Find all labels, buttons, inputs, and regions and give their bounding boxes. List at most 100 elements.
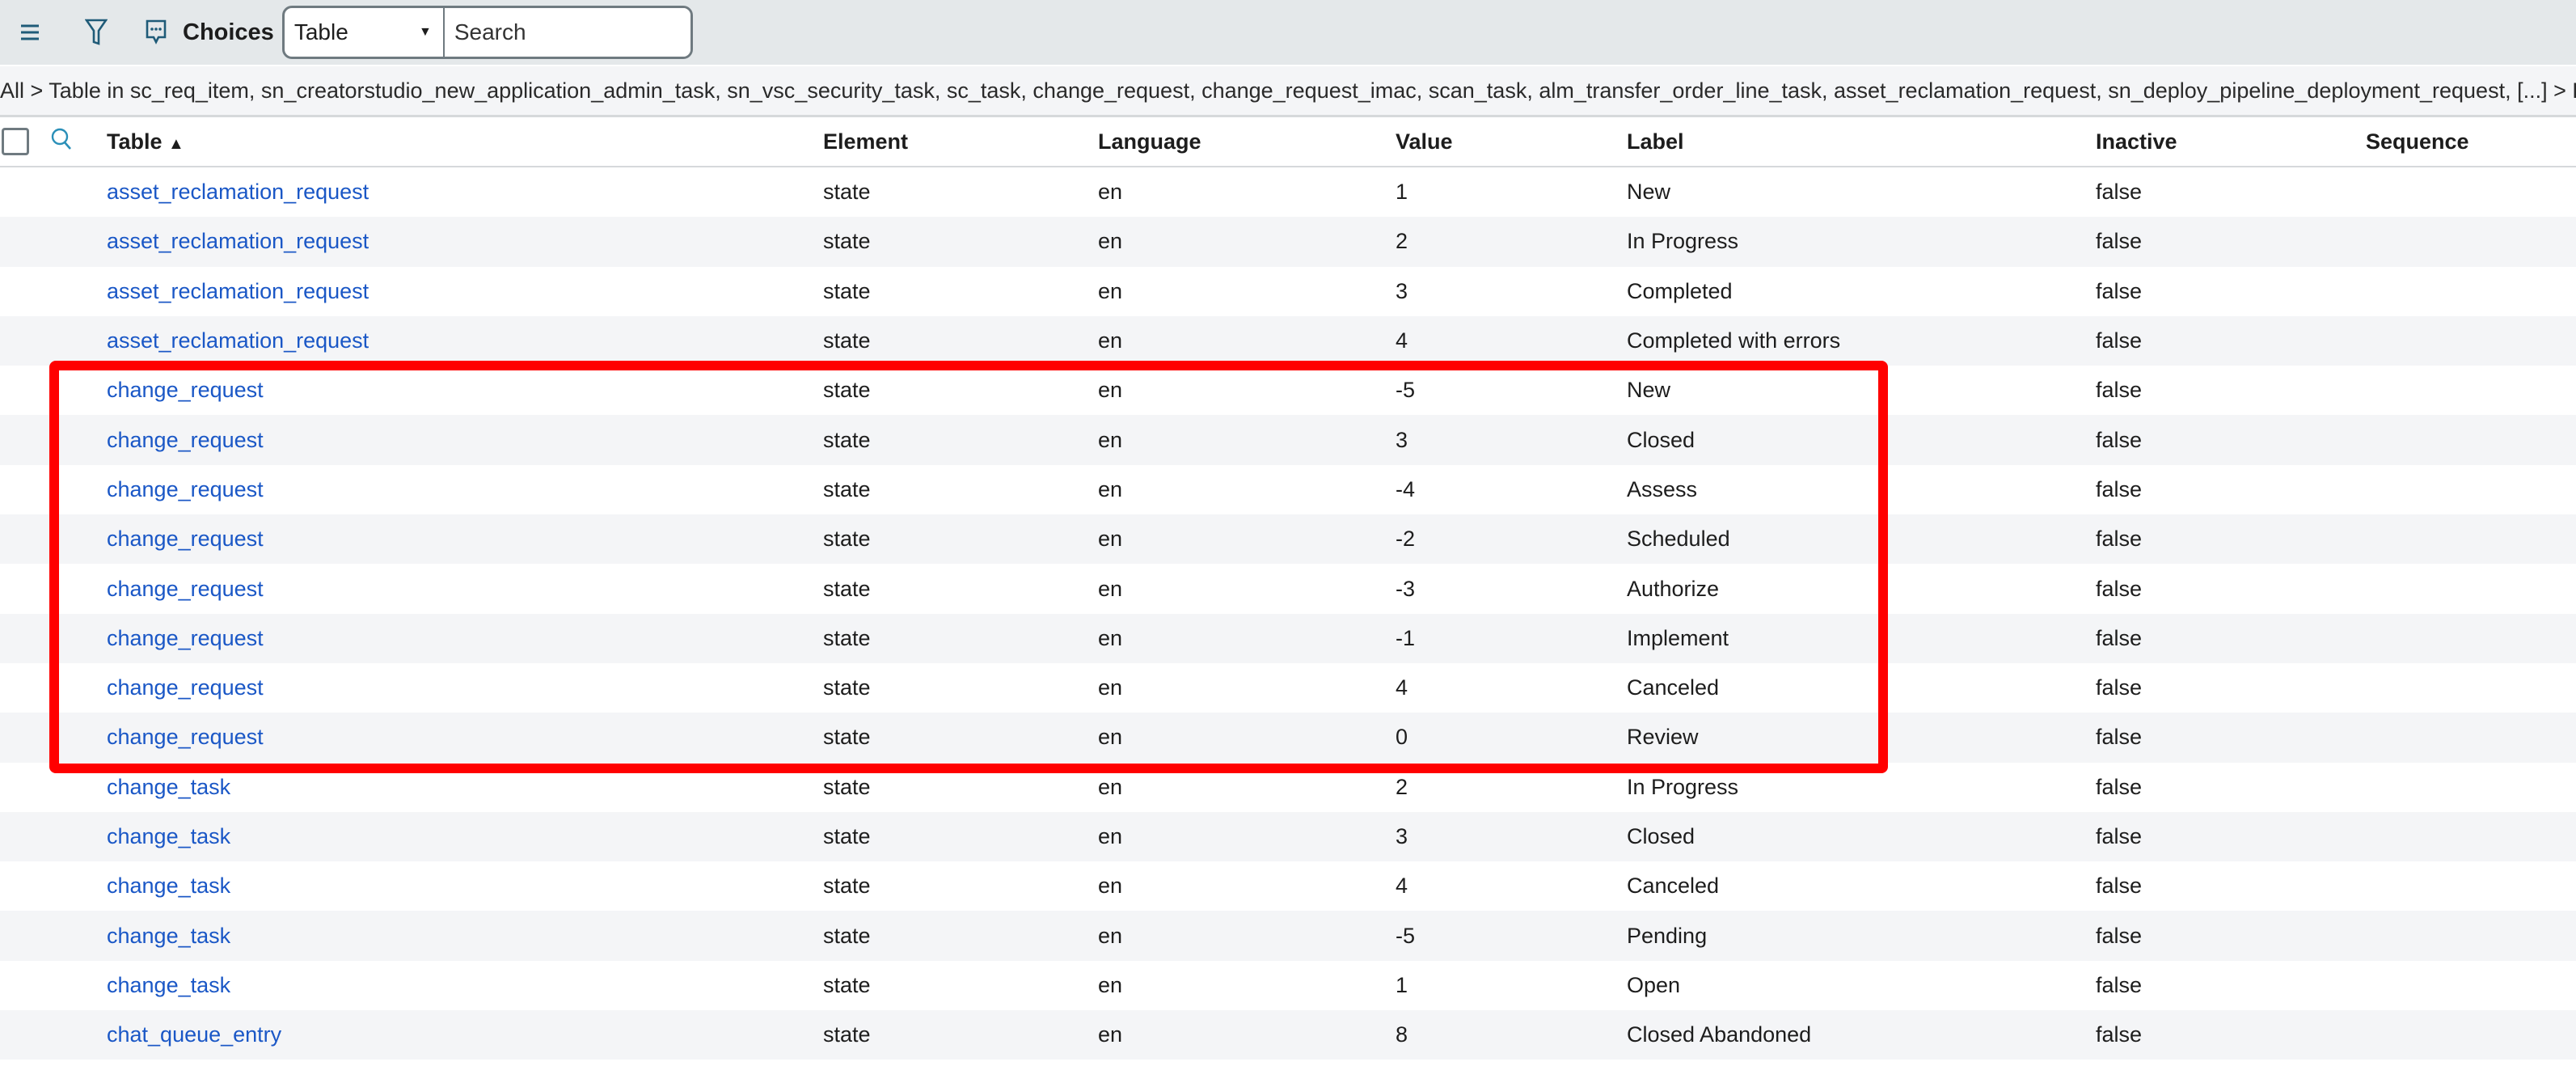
table-row[interactable]: change_task state en 3 Closed false xyxy=(0,811,2576,862)
table-link[interactable]: change_request xyxy=(107,527,264,552)
table-row[interactable]: change_request state en -1 Implement false xyxy=(0,613,2576,663)
chevron-down-icon: ▼ xyxy=(418,25,432,39)
cell-value: 2 xyxy=(1396,217,1627,267)
table-link[interactable]: change_request xyxy=(107,675,264,700)
cell-value: -2 xyxy=(1396,514,1627,565)
table-row[interactable]: asset_reclamation_request state en 1 New fals… xyxy=(0,167,2576,217)
table-link[interactable]: asset_reclamation_request xyxy=(107,229,370,254)
column-header-language[interactable]: Language xyxy=(1098,117,1396,167)
filter-icon[interactable] xyxy=(82,16,110,49)
search-field-select[interactable]: Table ▼ xyxy=(285,8,445,57)
cell-inactive: false xyxy=(2096,278,2143,303)
table-row[interactable]: change_task state en 1 Open false xyxy=(0,961,2576,1010)
cell-label: Review xyxy=(1627,713,2096,763)
select-all-checkbox[interactable] xyxy=(2,128,29,155)
table-link[interactable]: asset_reclamation_request xyxy=(107,278,370,303)
cell-language: en xyxy=(1098,476,1123,501)
cell-language: en xyxy=(1098,613,1396,663)
cell-element: state xyxy=(823,576,871,601)
search-field-value: Table xyxy=(293,19,348,44)
table-link[interactable]: change_task xyxy=(107,874,231,899)
search-input[interactable] xyxy=(444,8,690,57)
cell-inactive: false xyxy=(2096,811,2366,862)
breadcrumb-text[interactable]: All > Table in sc_req_item, sn_creatorst… xyxy=(0,78,2576,103)
cell-value: 3 xyxy=(1396,278,1408,303)
cell-inactive: false xyxy=(2096,774,2143,799)
choices-table: Table ▲ Element Language Value Label Ina… xyxy=(0,117,2576,1060)
cell-language: en xyxy=(1098,415,1396,465)
cell-language: en xyxy=(1098,972,1123,997)
table-link[interactable]: change_request xyxy=(107,576,264,601)
cell-inactive: false xyxy=(2096,1010,2366,1060)
table-link[interactable]: change_request xyxy=(107,625,264,650)
table-row[interactable]: change_request state en 4 Canceled false xyxy=(0,663,2576,713)
cell-value: 1 xyxy=(1396,180,1408,205)
cell-value: -1 xyxy=(1396,613,1627,663)
menu-icon[interactable] xyxy=(16,19,44,46)
cell-language: en xyxy=(1098,576,1123,601)
table-row[interactable]: change_request state en -3 Authorize false xyxy=(0,564,2576,613)
column-header-inactive[interactable]: Inactive xyxy=(2096,117,2366,167)
cell-language: en xyxy=(1098,675,1123,700)
cell-label: Pending xyxy=(1627,911,2096,961)
table-link[interactable]: change_task xyxy=(107,774,231,799)
table-link[interactable]: asset_reclamation_request xyxy=(107,328,370,353)
table-row[interactable]: change_task state en 2 In Progress false xyxy=(0,763,2576,812)
table-link[interactable]: change_request xyxy=(107,378,264,403)
table-link[interactable]: asset_reclamation_request xyxy=(107,180,370,205)
cell-element: state xyxy=(823,874,871,899)
table-row[interactable]: change_request state en 0 Review false xyxy=(0,713,2576,763)
table-row[interactable]: change_request state en -5 New false xyxy=(0,366,2576,415)
table-row[interactable]: asset_reclamation_request state en 3 Complet… xyxy=(0,267,2576,316)
table-link[interactable]: chat_queue_entry xyxy=(107,1022,282,1047)
table-row[interactable]: chat_queue_entry state en 8 Closed Abandoned… xyxy=(0,1010,2576,1060)
table-link[interactable]: change_task xyxy=(107,923,231,948)
table-link[interactable]: change_request xyxy=(107,427,264,452)
cell-label: Closed Abandoned xyxy=(1627,1010,2096,1060)
cell-value: 4 xyxy=(1396,315,1627,366)
table-link[interactable]: change_request xyxy=(107,725,264,750)
cell-inactive: false xyxy=(2096,217,2366,267)
cell-element: state xyxy=(823,476,871,501)
cell-value: 2 xyxy=(1396,774,1408,799)
cell-language: en xyxy=(1098,811,1396,862)
cell-sequence xyxy=(2366,1010,2576,1060)
table-row[interactable]: change_task state en 4 Canceled false xyxy=(0,861,2576,911)
breadcrumb[interactable]: All > Table in sc_req_item, sn_creatorst… xyxy=(0,66,2576,117)
column-header-sequence[interactable]: Sequence xyxy=(2366,117,2576,167)
cell-language: en xyxy=(1098,911,1396,961)
cell-element: state xyxy=(823,972,871,997)
cell-sequence xyxy=(2366,861,2576,911)
table-link[interactable]: change_request xyxy=(107,476,264,501)
table-row[interactable]: asset_reclamation_request state en 4 Complet… xyxy=(0,315,2576,366)
column-header-value[interactable]: Value xyxy=(1396,117,1627,167)
search-icon[interactable] xyxy=(50,127,73,157)
table-row[interactable]: change_request state en -4 Assess false xyxy=(0,465,2576,514)
chat-icon[interactable] xyxy=(142,16,170,49)
cell-label: Completed with errors xyxy=(1627,315,2096,366)
cell-inactive: false xyxy=(2096,972,2143,997)
cell-language: en xyxy=(1098,378,1123,403)
column-header-element[interactable]: Element xyxy=(823,117,1098,167)
cell-value: -4 xyxy=(1396,476,1416,501)
cell-sequence xyxy=(2366,465,2576,514)
table-row[interactable]: change_request state en -2 Scheduled false xyxy=(0,514,2576,565)
cell-value: -5 xyxy=(1396,378,1416,403)
cell-value: 4 xyxy=(1396,675,1408,700)
cell-element: state xyxy=(823,278,871,303)
cell-label: Implement xyxy=(1627,613,2096,663)
cell-label: In Progress xyxy=(1627,217,2096,267)
column-header-table[interactable]: Table ▲ xyxy=(107,117,823,167)
column-header-label[interactable]: Label xyxy=(1627,117,2096,167)
table-row[interactable]: change_request state en 3 Closed false xyxy=(0,415,2576,465)
table-link[interactable]: change_task xyxy=(107,972,231,997)
cell-language: en xyxy=(1098,874,1123,899)
cell-label: New xyxy=(1627,180,1671,205)
table-link[interactable]: change_task xyxy=(107,824,231,848)
cell-inactive: false xyxy=(2096,874,2143,899)
table-row[interactable]: asset_reclamation_request state en 2 In Prog… xyxy=(0,217,2576,267)
cell-language: en xyxy=(1098,514,1396,565)
cell-sequence xyxy=(2366,315,2576,366)
table-row[interactable]: change_task state en -5 Pending false xyxy=(0,911,2576,961)
cell-label: In Progress xyxy=(1627,774,1739,799)
